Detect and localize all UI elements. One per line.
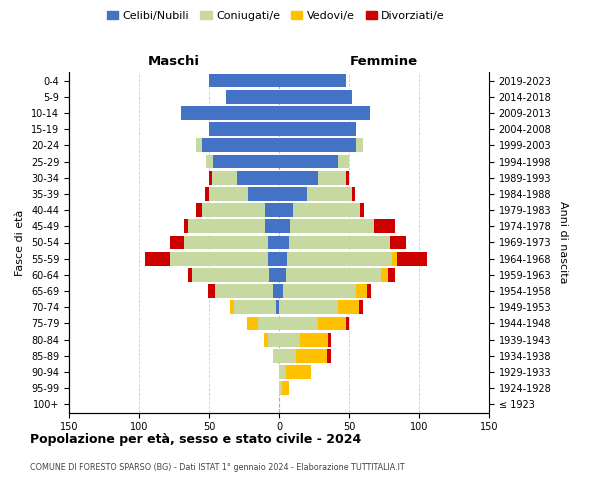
Bar — [296, 349, 326, 362]
Bar — [338, 154, 349, 168]
Bar — [359, 300, 363, 314]
Bar — [279, 122, 356, 136]
Bar — [290, 220, 374, 233]
Bar — [188, 220, 265, 233]
Bar — [206, 154, 213, 168]
Bar — [234, 300, 276, 314]
Bar — [279, 138, 356, 152]
Bar — [205, 187, 209, 201]
Bar — [282, 382, 289, 395]
Bar — [293, 203, 360, 217]
Bar — [367, 284, 371, 298]
Bar — [213, 154, 279, 168]
Bar — [258, 316, 279, 330]
Bar — [209, 187, 248, 201]
Bar — [346, 316, 349, 330]
Bar — [289, 236, 389, 250]
Bar — [145, 252, 170, 266]
Bar — [397, 252, 427, 266]
Bar — [279, 333, 300, 346]
Bar — [328, 333, 331, 346]
Text: Maschi: Maschi — [148, 54, 200, 68]
Bar — [389, 236, 406, 250]
Bar — [286, 268, 381, 282]
Bar — [268, 333, 279, 346]
Bar — [265, 203, 279, 217]
Bar — [215, 284, 274, 298]
Bar — [279, 154, 338, 168]
Bar — [184, 236, 268, 250]
Bar — [170, 252, 268, 266]
Bar — [279, 349, 296, 362]
Bar — [188, 268, 192, 282]
Bar — [184, 220, 188, 233]
Bar — [209, 122, 279, 136]
Bar — [269, 268, 279, 282]
Bar — [265, 220, 279, 233]
Bar — [263, 333, 268, 346]
Bar — [279, 203, 293, 217]
Bar — [202, 138, 279, 152]
Bar — [283, 284, 356, 298]
Bar — [326, 349, 331, 362]
Bar — [360, 203, 364, 217]
Bar — [279, 252, 287, 266]
Y-axis label: Fasce di età: Fasce di età — [16, 210, 25, 276]
Bar — [196, 203, 202, 217]
Bar — [237, 171, 279, 184]
Text: Popolazione per età, sesso e stato civile - 2024: Popolazione per età, sesso e stato civil… — [30, 432, 361, 446]
Bar — [352, 187, 355, 201]
Y-axis label: Anni di nascita: Anni di nascita — [558, 201, 568, 283]
Bar — [279, 300, 338, 314]
Bar — [279, 187, 307, 201]
Text: Femmine: Femmine — [350, 54, 418, 68]
Bar — [209, 171, 212, 184]
Text: COMUNE DI FORESTO SPARSO (BG) - Dati ISTAT 1° gennaio 2024 - Elaborazione TUTTIT: COMUNE DI FORESTO SPARSO (BG) - Dati IST… — [30, 462, 404, 471]
Bar — [274, 284, 279, 298]
Bar — [318, 171, 346, 184]
Bar — [279, 90, 352, 104]
Bar — [268, 252, 279, 266]
Bar — [279, 284, 283, 298]
Bar — [279, 236, 289, 250]
Bar — [374, 220, 395, 233]
Bar — [356, 138, 363, 152]
Bar — [209, 74, 279, 88]
Bar — [208, 284, 215, 298]
Bar — [196, 138, 202, 152]
Bar — [287, 252, 392, 266]
Bar — [279, 365, 286, 379]
Bar — [247, 316, 258, 330]
Bar — [181, 106, 279, 120]
Bar — [307, 187, 352, 201]
Bar — [318, 316, 346, 330]
Bar — [279, 220, 290, 233]
Bar — [230, 300, 234, 314]
Bar — [276, 300, 279, 314]
Bar — [268, 236, 279, 250]
Bar — [346, 171, 349, 184]
Bar — [279, 106, 370, 120]
Bar — [279, 268, 286, 282]
Bar — [279, 171, 318, 184]
Bar — [170, 236, 184, 250]
Bar — [226, 90, 279, 104]
Bar — [300, 333, 328, 346]
Bar — [279, 382, 282, 395]
Bar — [279, 74, 346, 88]
Bar — [381, 268, 388, 282]
Legend: Celibi/Nubili, Coniugati/e, Vedovi/e, Divorziati/e: Celibi/Nubili, Coniugati/e, Vedovi/e, Di… — [103, 6, 449, 26]
Bar — [338, 300, 359, 314]
Bar — [356, 284, 367, 298]
Bar — [388, 268, 395, 282]
Bar — [202, 203, 265, 217]
Bar — [279, 316, 318, 330]
Bar — [274, 349, 279, 362]
Bar — [392, 252, 397, 266]
Bar — [212, 171, 237, 184]
Bar — [286, 365, 311, 379]
Bar — [192, 268, 269, 282]
Bar — [248, 187, 279, 201]
